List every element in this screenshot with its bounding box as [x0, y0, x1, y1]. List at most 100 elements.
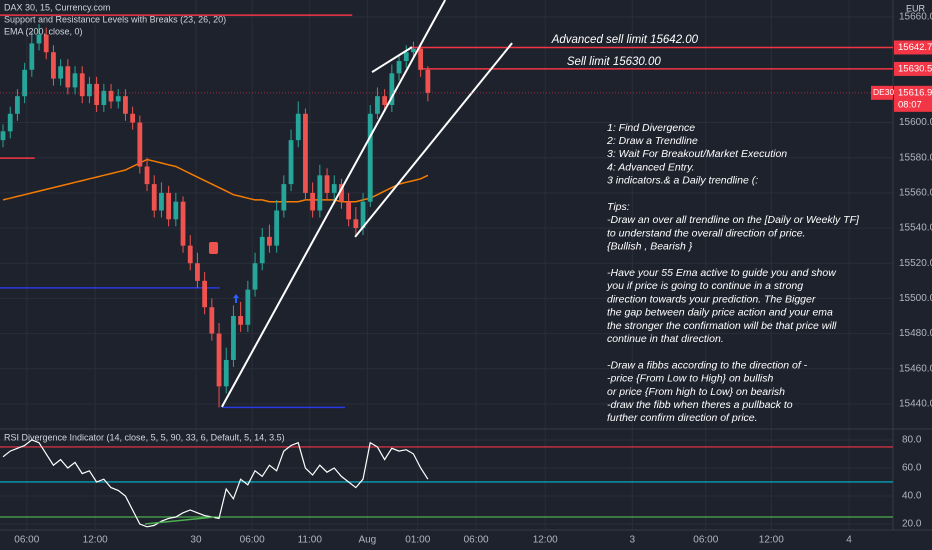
note-line: 3: Wait For Breakout/Market Execution: [607, 148, 787, 160]
candle-body: [216, 333, 222, 387]
candle-body: [7, 113, 13, 132]
note-line: direction towards your prediction. The B…: [607, 293, 816, 305]
candle-body: [310, 192, 316, 211]
note-line: 4: Advanced Entry.: [607, 161, 695, 173]
candle-body: [51, 52, 56, 79]
break-arrow: [233, 294, 239, 303]
candle-body: [180, 201, 186, 246]
candle-body: [425, 69, 431, 93]
candle-body: [303, 113, 308, 193]
note-line: -Draw an over all trendline on the [Dail…: [607, 214, 860, 226]
x-tick-label: 30: [190, 535, 202, 546]
y-tick-label: 15540.0: [899, 223, 932, 234]
note-line: or price {From high to Low} on bearish: [607, 386, 785, 398]
x-tick-label: 12:00: [759, 535, 784, 546]
y-tick-label: 15560.0: [899, 188, 932, 199]
candle-body: [0, 131, 6, 141]
candle-body: [22, 69, 28, 97]
annotation: Sell limit 15630.00: [567, 56, 662, 68]
note-line: 1: Find Divergence: [607, 122, 695, 134]
candle-body: [375, 96, 380, 114]
candle-body: [159, 192, 164, 211]
x-tick-label: Aug: [358, 535, 376, 546]
rsi-tick-label: 40.0: [902, 491, 922, 502]
candle-body: [252, 263, 258, 290]
candle-body: [418, 48, 424, 70]
candle-body: [403, 52, 409, 62]
candle-body: [101, 90, 107, 105]
candle-body: [72, 73, 78, 88]
candle-body: [317, 175, 323, 211]
candle-body: [36, 34, 42, 44]
candle-body: [144, 166, 150, 185]
y-tick-label: 15480.0: [899, 328, 932, 339]
candle-body: [339, 184, 344, 202]
candle-body: [94, 83, 100, 105]
candle-body: [346, 201, 352, 220]
trendline: [371, 46, 413, 73]
note-line: further confirm direction of price.: [607, 412, 758, 424]
trendline: [354, 42, 513, 238]
grid: [0, 0, 893, 530]
note-line: the gap between daily price action and y…: [607, 307, 833, 319]
candle-body: [79, 73, 85, 97]
note-line: to understand the overall direction of p…: [607, 227, 805, 239]
candle-body: [187, 245, 193, 264]
note-line: Tips:: [607, 201, 630, 213]
note-line: 2: Draw a Trendline: [606, 135, 698, 147]
x-tick-label: 01:00: [405, 535, 430, 546]
note-line: continue in that direction.: [607, 333, 724, 345]
candle-body: [389, 73, 395, 105]
candle-body: [151, 184, 157, 211]
candle-body: [166, 192, 172, 220]
x-tick-label: 12:00: [533, 535, 558, 546]
symbol-title: DAX 30, 15, Currency.com: [4, 2, 110, 12]
candle-body: [324, 175, 330, 193]
candle-body: [65, 66, 71, 88]
candle-body: [382, 96, 388, 105]
price-tag-label: 15616.9: [898, 87, 932, 98]
candle-body: [274, 210, 280, 246]
ema-line: [2, 158, 429, 203]
rsi-tick-label: 80.0: [902, 435, 922, 446]
rsi-trendline: [144, 516, 215, 525]
note-line: -draw the fibb when theres a pullback to: [607, 399, 793, 411]
x-tick-label: 06:00: [240, 535, 265, 546]
rsi-title: RSI Divergence Indicator (14, close, 5, …: [4, 432, 285, 442]
x-tick-label: 3: [630, 535, 636, 546]
candle-body: [108, 90, 114, 102]
plot: [0, 0, 893, 409]
note-line: the stronger the confirmation will be th…: [607, 320, 837, 332]
y-tick-label: 15600.0: [899, 117, 932, 128]
candle-body: [195, 263, 200, 281]
candle-body: [29, 43, 35, 70]
candle-body: [173, 201, 179, 220]
y-tick-label: 15580.0: [899, 152, 932, 163]
indicator-title: EMA (200, close, 0): [4, 26, 83, 36]
y-tick-label: 15460.0: [899, 363, 932, 374]
x-tick-label: 12:00: [83, 535, 108, 546]
rsi-line: [2, 439, 429, 528]
price-tag-label: 15630.5: [898, 63, 932, 74]
candle-body: [288, 140, 294, 185]
y-tick-label: 15660.0: [899, 12, 932, 23]
candle-body: [360, 201, 366, 229]
candle-body: [367, 113, 373, 202]
x-tick-label: 06:00: [464, 535, 489, 546]
candle-body: [396, 61, 402, 74]
y-tick-label: 15500.0: [899, 293, 932, 304]
price-tag: [894, 85, 932, 112]
candle-body: [281, 184, 287, 211]
candle-body: [209, 307, 215, 334]
y-tick-label: 15520.0: [899, 258, 932, 269]
candle-body: [58, 66, 64, 79]
note-line: -Have your 55 Ema active to guide you an…: [607, 267, 837, 279]
x-tick-label: 06:00: [693, 535, 718, 546]
note-line: 3 indicators.& a Daily trendline (:: [607, 175, 758, 187]
candle-body: [331, 184, 337, 193]
symbol-tag-label: DE30: [873, 87, 895, 97]
currency: EUR: [906, 3, 926, 13]
symbol-tag: [871, 85, 893, 100]
note-line: you if price is going to continue in a s…: [606, 280, 803, 292]
